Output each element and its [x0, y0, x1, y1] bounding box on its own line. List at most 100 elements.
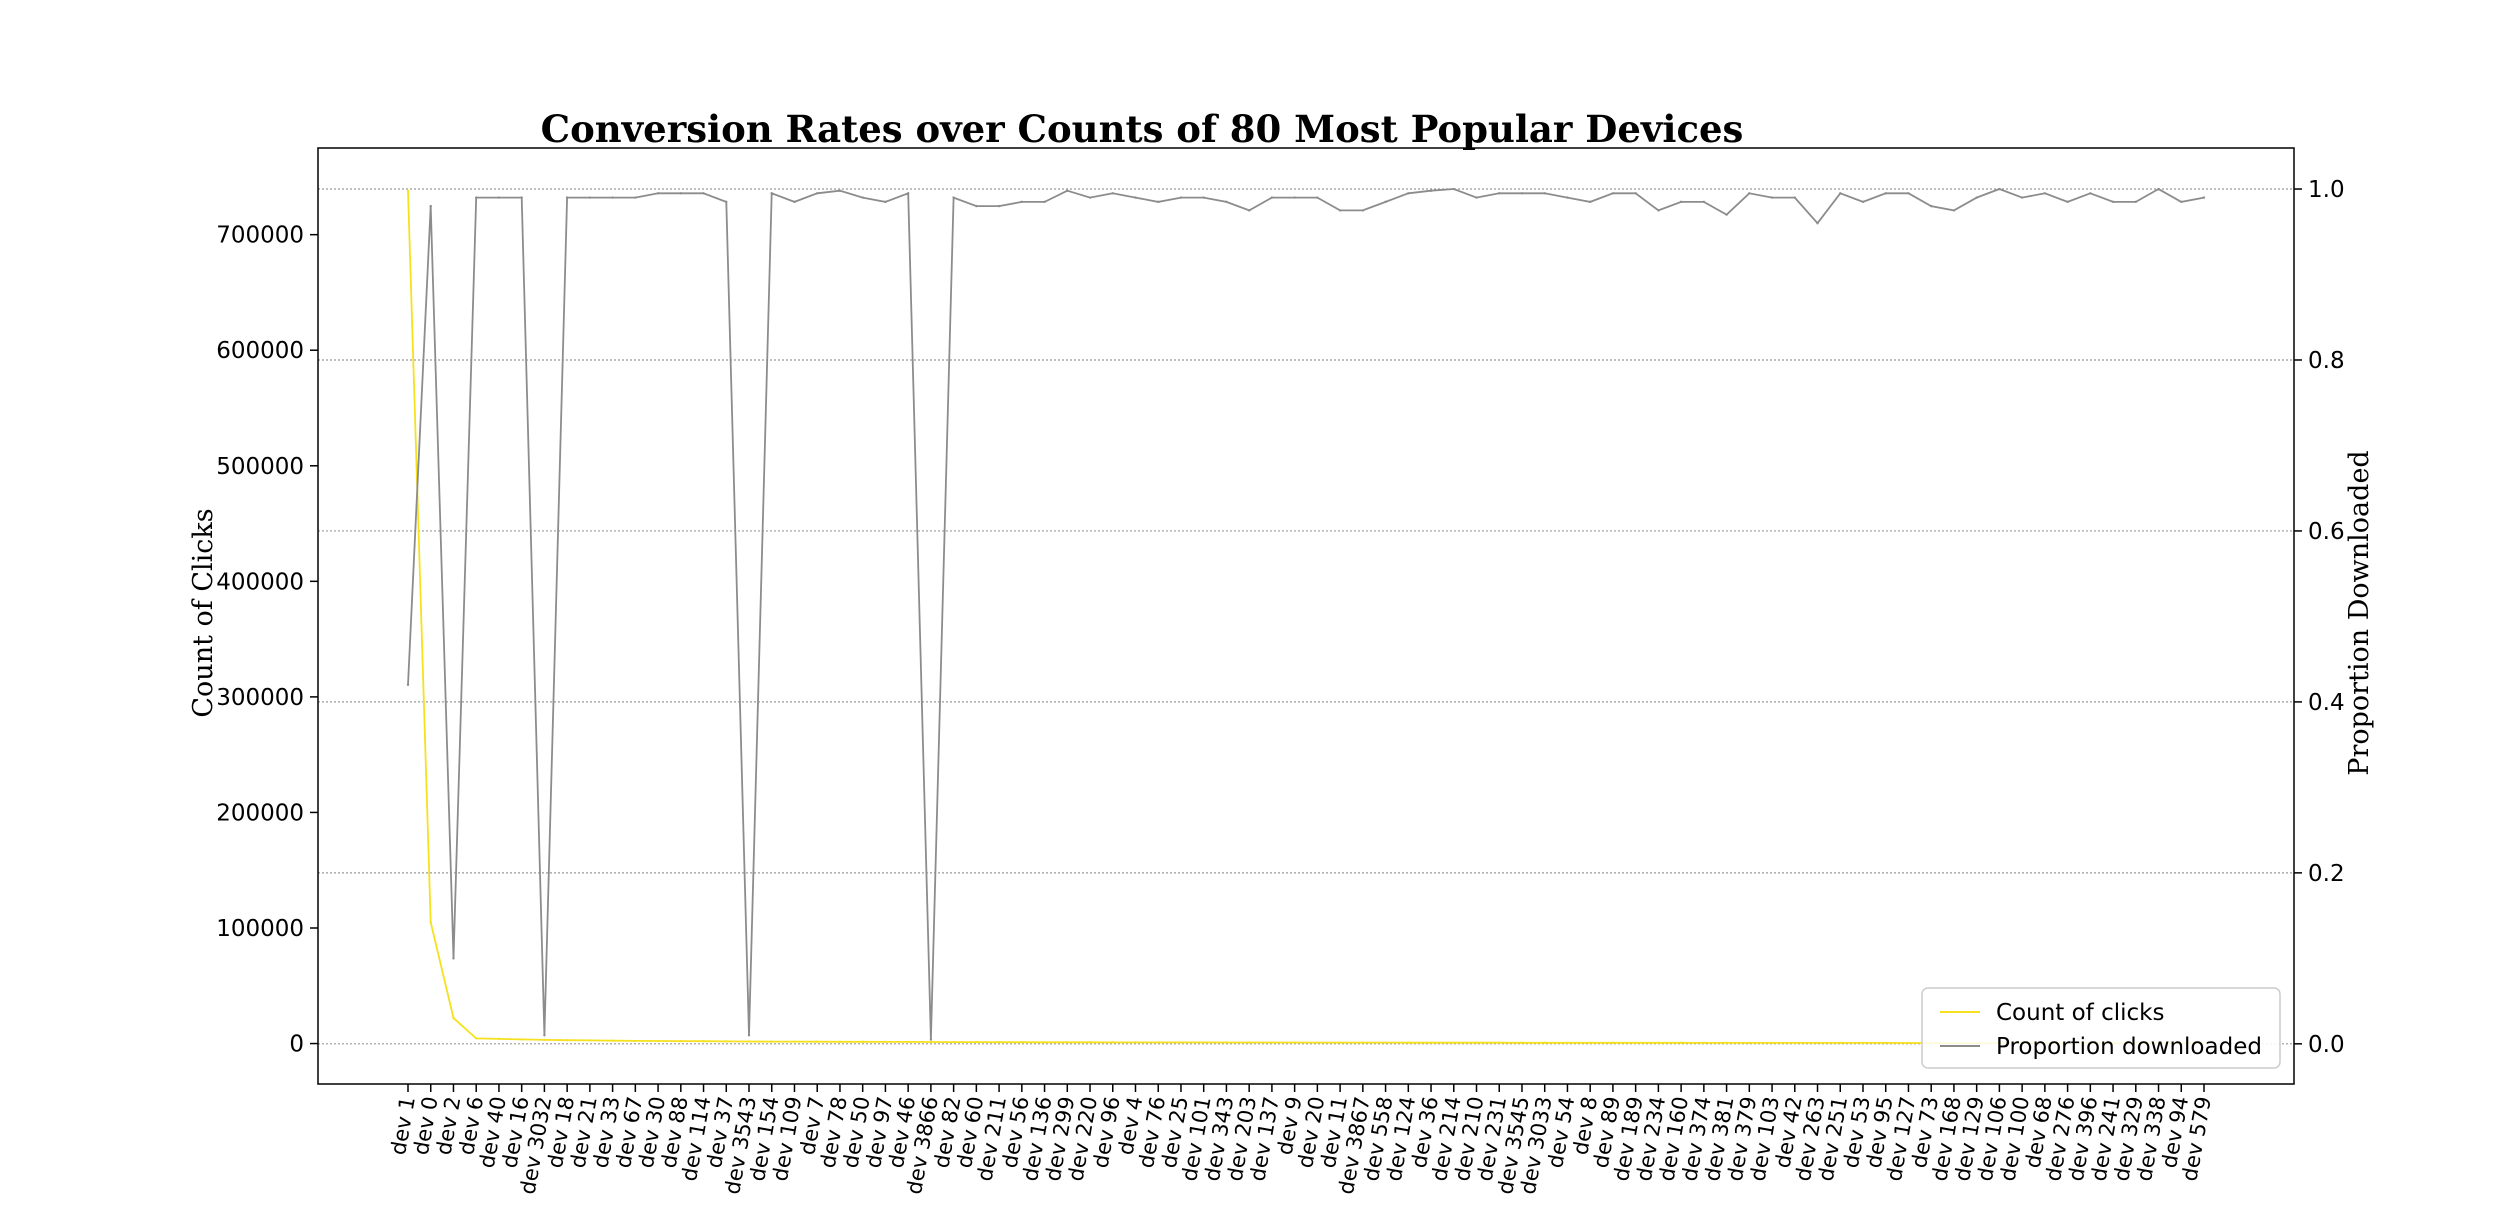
series-1-point-69 [1975, 196, 1978, 199]
series-0-point-2 [452, 1016, 455, 1020]
series-1-point-47 [1475, 196, 1478, 199]
series-0-point-20 [861, 1040, 864, 1044]
series-1-point-53 [1611, 192, 1615, 195]
series-0-point-21 [884, 1040, 887, 1044]
series-1-point-40 [1316, 196, 1319, 199]
series-1-point-64 [1861, 200, 1865, 204]
series-1-point-50 [1543, 192, 1546, 195]
series-0-point-8 [588, 1039, 592, 1042]
left-tick-label-3: 300000 [216, 685, 304, 711]
series-0-point-10 [634, 1039, 637, 1043]
series-0-point-62 [1816, 1041, 1819, 1045]
series-1-point-32 [1134, 196, 1137, 199]
legend: Count of clicks Proportion downloaded [1921, 987, 2281, 1069]
series-0-point-18 [816, 1040, 819, 1043]
series-0-point-38 [1270, 1041, 1274, 1044]
series-0-point-7 [565, 1039, 569, 1042]
series-0-point-64 [1861, 1041, 1865, 1045]
series-1-point-41 [1338, 209, 1342, 212]
series-1-point-45 [1429, 189, 1433, 192]
right-axis-ticks: 0.0 0.2 0.4 0.6 0.8 1.0 [2294, 177, 2345, 1058]
left-tick-label-6: 600000 [216, 338, 304, 364]
series-0-point-31 [1111, 1041, 1114, 1044]
series-1-point-70 [1998, 187, 2001, 191]
series-0-point-34 [1179, 1041, 1183, 1044]
series-1-point-4 [497, 196, 501, 199]
series-0-point-9 [611, 1039, 614, 1042]
series-1-point-55 [1657, 209, 1660, 212]
series-0-point-47 [1475, 1041, 1478, 1044]
series-0-point-50 [1543, 1041, 1546, 1044]
series-1-point-0 [406, 683, 410, 687]
series-1-point-58 [1725, 213, 1728, 216]
series-0-point-17 [793, 1040, 796, 1043]
series-1-point-27 [1020, 200, 1024, 204]
series-1-point-54 [1634, 192, 1637, 195]
series-1-point-62 [1816, 222, 1819, 225]
series-0-point-13 [702, 1040, 705, 1043]
series-1-point-1 [429, 204, 432, 208]
series-1-point-31 [1111, 192, 1114, 195]
series-1-point-44 [1407, 192, 1410, 195]
series-1-point-66 [1907, 192, 1910, 195]
right-tick-label-0: 0.0 [2308, 1032, 2345, 1058]
series-0-point-5 [520, 1038, 523, 1041]
series-0-point-59 [1748, 1041, 1751, 1045]
series-1-point-21 [884, 200, 887, 204]
series-1-point-35 [1202, 196, 1205, 199]
left-axis-ticks: 0 100000 200000 300000 400000 500000 600000 700… [216, 223, 318, 1058]
series-0-point-60 [1770, 1041, 1774, 1045]
chart-title: Conversion Rates over Counts of 80 Most … [541, 107, 1744, 151]
series-0-point-46 [1452, 1041, 1455, 1044]
series-0-point-40 [1316, 1041, 1319, 1044]
series-0-point-1 [429, 921, 432, 924]
series-1-point-52 [1588, 200, 1592, 204]
series-1-point-15 [747, 1034, 751, 1037]
series-0-point-35 [1202, 1041, 1205, 1044]
series-1-point-63 [1839, 192, 1842, 195]
series-0-point-65 [1884, 1041, 1887, 1045]
series-1-point-77 [2157, 187, 2160, 191]
series-1-point-23 [929, 1038, 933, 1041]
series-1-point-78 [2180, 200, 2183, 204]
series-1-point-68 [1952, 209, 1956, 212]
series-0-point-66 [1907, 1041, 1910, 1045]
series-1-point-26 [997, 204, 1001, 208]
series-0-point-23 [929, 1040, 933, 1044]
series-0-point-14 [725, 1040, 728, 1043]
series-1-point-38 [1270, 196, 1274, 199]
series-1-point-11 [656, 192, 660, 195]
series-0-point-26 [997, 1040, 1001, 1044]
series-1-point-42 [1361, 209, 1365, 212]
series-0-point-25 [975, 1040, 978, 1044]
plot-frame [317, 147, 2295, 1085]
legend-label-proportion: Proportion downloaded [1996, 1034, 2262, 1060]
series-0-point-19 [838, 1040, 842, 1043]
series-0-point-42 [1361, 1041, 1365, 1044]
series-0-point-6 [543, 1038, 546, 1042]
left-tick-label-7: 700000 [216, 223, 304, 249]
series-1-point-20 [861, 196, 864, 199]
series-1-point-16 [770, 192, 773, 195]
series-1-point-46 [1452, 187, 1455, 191]
series-0-point-0 [406, 189, 410, 192]
series-0-point-48 [1498, 1041, 1501, 1044]
series-1-point-18 [816, 192, 819, 195]
series-1-point-56 [1679, 200, 1683, 204]
left-tick-label-4: 400000 [216, 569, 304, 595]
series-0-point-52 [1588, 1041, 1592, 1044]
series-1-point-34 [1179, 196, 1183, 199]
series-1-point-30 [1088, 196, 1092, 199]
series-1-point-22 [906, 192, 910, 195]
series-1-point-29 [1066, 189, 1069, 192]
series-1-point-48 [1498, 192, 1501, 195]
series-0-point-53 [1611, 1041, 1615, 1045]
series-1-point-12 [679, 192, 683, 195]
series-1-point-61 [1793, 196, 1796, 199]
series-0-point-16 [770, 1040, 773, 1043]
series-0-point-30 [1088, 1041, 1092, 1044]
series-1-point-36 [1225, 200, 1228, 204]
left-tick-label-5: 500000 [216, 454, 304, 480]
series-1-point-9 [611, 196, 614, 199]
series-1-point-65 [1884, 192, 1887, 195]
